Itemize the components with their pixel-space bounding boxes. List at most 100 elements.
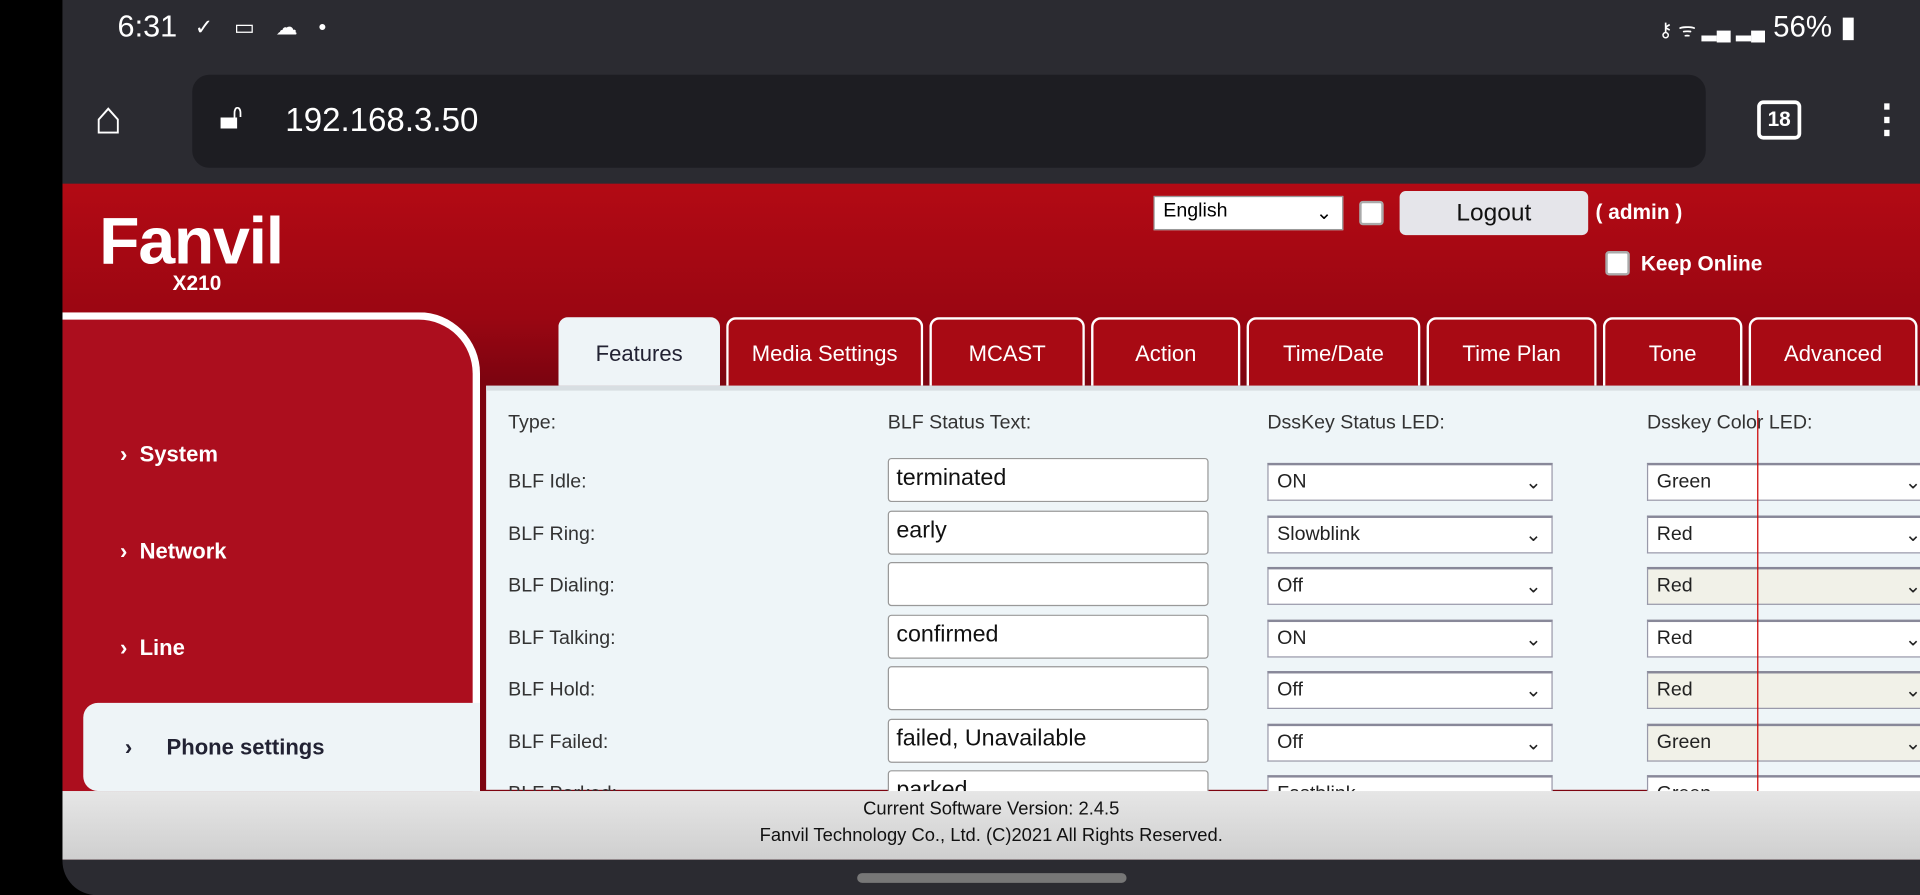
chevron-down-icon: ⌄	[1904, 680, 1920, 702]
dsskey-status-led-select[interactable]: Off ⌄	[1267, 566, 1553, 605]
sidebar-item-network[interactable]: › Network	[120, 538, 227, 564]
chevron-down-icon: ⌄	[1525, 576, 1542, 598]
address-bar[interactable]: 🔓︎ 192.168.3.50	[192, 74, 1706, 168]
tab-features[interactable]: Features	[558, 317, 721, 386]
blf-status-text-input[interactable]: early	[887, 510, 1209, 555]
sidebar-item-line[interactable]: › Line	[120, 635, 185, 661]
language-value: English	[1163, 200, 1228, 222]
red-guide-line	[1757, 410, 1759, 792]
row-type-label: BLF Dialing:	[508, 575, 615, 597]
blf-status-text-input[interactable]: terminated	[887, 457, 1209, 503]
chevron-down-icon: ⌄	[1525, 524, 1542, 546]
sidebar-label: Phone settings	[166, 734, 325, 760]
url-text[interactable]: 192.168.3.50	[285, 101, 479, 139]
insecure-lock-icon: 🔓︎	[219, 96, 244, 138]
chevron-down-icon: ⌄	[1525, 680, 1542, 702]
select-value: Green	[1656, 731, 1712, 753]
clock: 6:31	[117, 9, 178, 45]
chevron-right-icon: ›	[124, 734, 133, 760]
chevron-down-icon: ⌄	[1525, 472, 1542, 494]
sidebar-item-phone-settings[interactable]: › Phone settings	[83, 702, 481, 792]
blf-status-text-input[interactable]: failed, Unavailable	[887, 718, 1209, 763]
select-value: Slowblink	[1277, 523, 1360, 545]
fanvil-logo: Fanvil	[99, 204, 284, 278]
chevron-down-icon: ⌄	[1904, 628, 1920, 650]
footer: Current Software Version: 2.4.5 Fanvil T…	[62, 791, 1920, 860]
logout-button[interactable]: Logout	[1399, 191, 1589, 236]
chevron-down-icon: ⌄	[1904, 524, 1920, 546]
tab-media-settings[interactable]: Media Settings	[726, 317, 924, 386]
language-select[interactable]: English ⌄	[1153, 195, 1344, 231]
tab-action[interactable]: Action	[1091, 317, 1241, 386]
select-value: Off	[1277, 731, 1303, 753]
select-value: Off	[1277, 679, 1303, 701]
tab-mcast[interactable]: MCAST	[929, 317, 1085, 386]
copyright: Fanvil Technology Co., Ltd. (C)2021 All …	[759, 825, 1223, 847]
status-bar: 6:31 ✓ ▭ ☁ • ⚷ ᯤ ▂▄ ▂▄ 56% ▮	[62, 0, 1920, 59]
dsskey-status-led-select[interactable]: ON ⌄	[1267, 618, 1553, 657]
sidebar: › System › Network › Line › Phone setting…	[62, 312, 481, 803]
header-status-text: BLF Status Text:	[887, 412, 1032, 434]
header-color-led: Dsskey Color LED:	[1646, 412, 1813, 434]
header-status-led: DssKey Status LED:	[1267, 412, 1445, 434]
chevron-down-icon: ⌄	[1904, 472, 1920, 494]
tab-switcher-button[interactable]: 18	[1757, 100, 1802, 140]
sidebar-label: Network	[139, 538, 227, 564]
select-value: ON	[1277, 471, 1307, 493]
battery-level: 56%	[1773, 11, 1832, 45]
dsskey-status-led-select[interactable]: ON ⌄	[1267, 462, 1553, 501]
select-value: Red	[1656, 627, 1693, 649]
dsskey-color-led-select[interactable]: Red ⌄	[1646, 514, 1920, 553]
sidebar-label: System	[139, 442, 219, 467]
row-type-label: BLF Failed:	[508, 731, 609, 753]
dsskey-color-led-select[interactable]: Red ⌄	[1646, 566, 1920, 605]
tab-time-plan[interactable]: Time Plan	[1426, 317, 1597, 386]
dsskey-color-led-select[interactable]: Red ⌄	[1646, 671, 1920, 709]
dsskey-color-led-select[interactable]: Green ⌄	[1646, 723, 1920, 762]
sidebar-label: Line	[139, 635, 185, 661]
select-value: Red	[1656, 679, 1693, 701]
chevron-down-icon: ⌄	[1315, 203, 1333, 225]
model-label: X210	[172, 271, 222, 296]
sidebar-item-system[interactable]: › System	[120, 442, 219, 467]
row-type-label: BLF Talking:	[508, 627, 616, 649]
phone-screen: 6:31 ✓ ▭ ☁ • ⚷ ᯤ ▂▄ ▂▄ 56% ▮ ⌂ 🔓︎ 192.16…	[62, 0, 1920, 895]
keep-online-checkbox[interactable]	[1605, 251, 1630, 276]
select-value: Green	[1656, 471, 1712, 493]
notification-icons: ✓ ▭ ☁ •	[194, 14, 334, 40]
chevron-down-icon: ⌄	[1525, 732, 1542, 754]
blf-status-text-input[interactable]	[887, 666, 1209, 711]
tab-advanced[interactable]: Advanced	[1748, 317, 1918, 386]
tab-tone[interactable]: Tone	[1602, 317, 1743, 386]
chevron-down-icon: ⌄	[1904, 576, 1920, 598]
select-value: Red	[1656, 575, 1693, 597]
blf-status-text-input[interactable]	[887, 562, 1209, 607]
web-page: Fanvil X210 English ⌄ Logout ( admin ) Ke…	[62, 183, 1920, 860]
dsskey-status-led-select[interactable]: Off ⌄	[1267, 671, 1553, 709]
dsskey-color-led-select[interactable]: Red ⌄	[1646, 618, 1920, 657]
row-type-label: BLF Idle:	[508, 471, 587, 493]
user-label: ( admin )	[1595, 200, 1683, 225]
more-menu-icon[interactable]: ⋮	[1867, 96, 1907, 141]
select-value: Red	[1656, 523, 1693, 545]
dsskey-status-led-select[interactable]: Slowblink ⌄	[1267, 514, 1553, 553]
dsskey-color-led-select[interactable]: Green ⌄	[1646, 462, 1920, 501]
gesture-handle[interactable]	[857, 873, 1127, 883]
signal-icons: ⚷ ᯤ ▂▄ ▂▄	[1658, 20, 1765, 42]
system-status: ⚷ ᯤ ▂▄ ▂▄ 56% ▮	[1659, 10, 1857, 46]
home-icon[interactable]: ⌂	[94, 93, 123, 145]
dsskey-status-led-select[interactable]: Off ⌄	[1267, 723, 1553, 762]
software-version: Current Software Version: 2.4.5	[863, 798, 1120, 820]
select-value: ON	[1277, 627, 1307, 649]
language-checkbox[interactable]	[1359, 200, 1384, 226]
chevron-down-icon: ⌄	[1904, 732, 1920, 754]
row-type-label: BLF Hold:	[508, 679, 596, 701]
keep-online-label: Keep Online	[1640, 252, 1763, 276]
chevron-down-icon: ⌄	[1525, 628, 1542, 650]
blf-status-text-input[interactable]: confirmed	[887, 614, 1209, 659]
row-type-label: BLF Ring:	[508, 523, 596, 545]
select-value: Off	[1277, 575, 1303, 597]
header-type: Type:	[508, 412, 557, 434]
battery-icon: ▮	[1840, 11, 1857, 45]
tab-time-date[interactable]: Time/Date	[1246, 317, 1421, 386]
